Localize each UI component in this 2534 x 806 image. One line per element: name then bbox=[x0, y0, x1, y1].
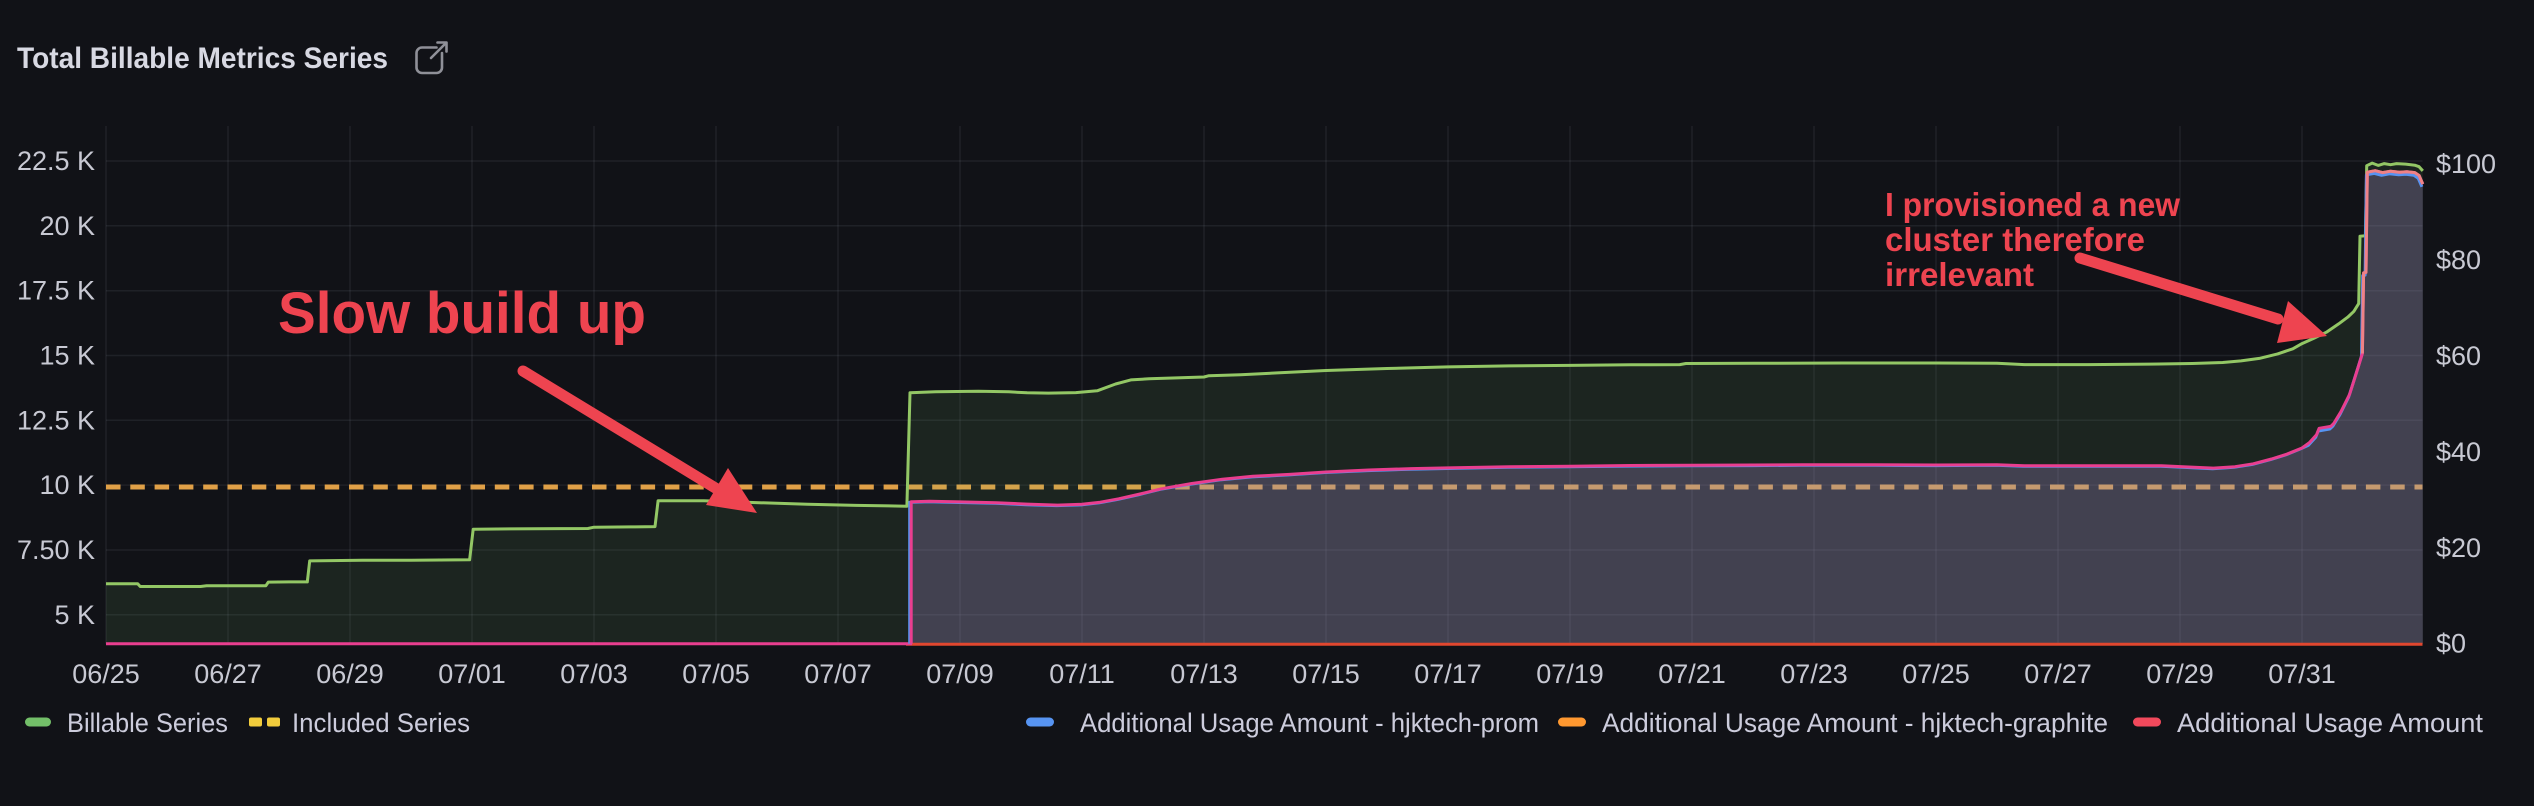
svg-text:12.5 K: 12.5 K bbox=[17, 405, 95, 435]
svg-text:$40: $40 bbox=[2436, 437, 2481, 467]
svg-text:07/27: 07/27 bbox=[2024, 659, 2092, 689]
svg-text:07/17: 07/17 bbox=[1414, 659, 1482, 689]
svg-text:$80: $80 bbox=[2436, 245, 2481, 275]
svg-text:07/03: 07/03 bbox=[560, 659, 628, 689]
svg-text:20 K: 20 K bbox=[39, 211, 95, 241]
svg-text:07/29: 07/29 bbox=[2146, 659, 2214, 689]
svg-text:irrelevant: irrelevant bbox=[1885, 256, 2034, 293]
svg-text:15 K: 15 K bbox=[39, 341, 95, 371]
svg-text:Included Series: Included Series bbox=[292, 708, 470, 738]
svg-text:10 K: 10 K bbox=[39, 470, 95, 500]
svg-text:22.5 K: 22.5 K bbox=[17, 146, 95, 176]
svg-text:Additional Usage Amount - hjkt: Additional Usage Amount - hjktech-prom bbox=[1080, 708, 1539, 738]
svg-text:06/27: 06/27 bbox=[194, 659, 262, 689]
svg-text:06/29: 06/29 bbox=[316, 659, 384, 689]
svg-text:Total Billable Metrics Series: Total Billable Metrics Series bbox=[17, 42, 388, 75]
svg-text:Billable Series: Billable Series bbox=[67, 708, 228, 738]
svg-text:07/15: 07/15 bbox=[1292, 659, 1360, 689]
svg-text:7.50 K: 7.50 K bbox=[17, 535, 95, 565]
svg-text:Additional Usage Amount: Additional Usage Amount bbox=[2177, 708, 2483, 738]
svg-text:07/31: 07/31 bbox=[2268, 659, 2336, 689]
svg-text:17.5 K: 17.5 K bbox=[17, 276, 95, 306]
svg-text:07/25: 07/25 bbox=[1902, 659, 1970, 689]
svg-text:07/21: 07/21 bbox=[1658, 659, 1726, 689]
svg-text:06/25: 06/25 bbox=[72, 659, 140, 689]
svg-text:07/11: 07/11 bbox=[1049, 659, 1115, 689]
svg-text:07/19: 07/19 bbox=[1536, 659, 1604, 689]
svg-text:07/13: 07/13 bbox=[1170, 659, 1238, 689]
svg-text:$20: $20 bbox=[2436, 533, 2481, 563]
svg-text:Slow build up: Slow build up bbox=[278, 281, 646, 346]
svg-text:$60: $60 bbox=[2436, 341, 2481, 371]
svg-text:Additional Usage Amount - hjkt: Additional Usage Amount - hjktech-graphi… bbox=[1602, 708, 2108, 738]
svg-text:07/07: 07/07 bbox=[804, 659, 872, 689]
svg-text:$0: $0 bbox=[2436, 629, 2466, 659]
svg-text:I provisioned a new: I provisioned a new bbox=[1885, 186, 2180, 223]
svg-text:$100: $100 bbox=[2436, 149, 2496, 179]
svg-text:07/09: 07/09 bbox=[926, 659, 994, 689]
svg-text:07/23: 07/23 bbox=[1780, 659, 1848, 689]
svg-text:5 K: 5 K bbox=[54, 600, 95, 630]
svg-text:07/05: 07/05 bbox=[682, 659, 750, 689]
svg-text:07/01: 07/01 bbox=[438, 659, 506, 689]
svg-text:cluster therefore: cluster therefore bbox=[1885, 221, 2145, 258]
